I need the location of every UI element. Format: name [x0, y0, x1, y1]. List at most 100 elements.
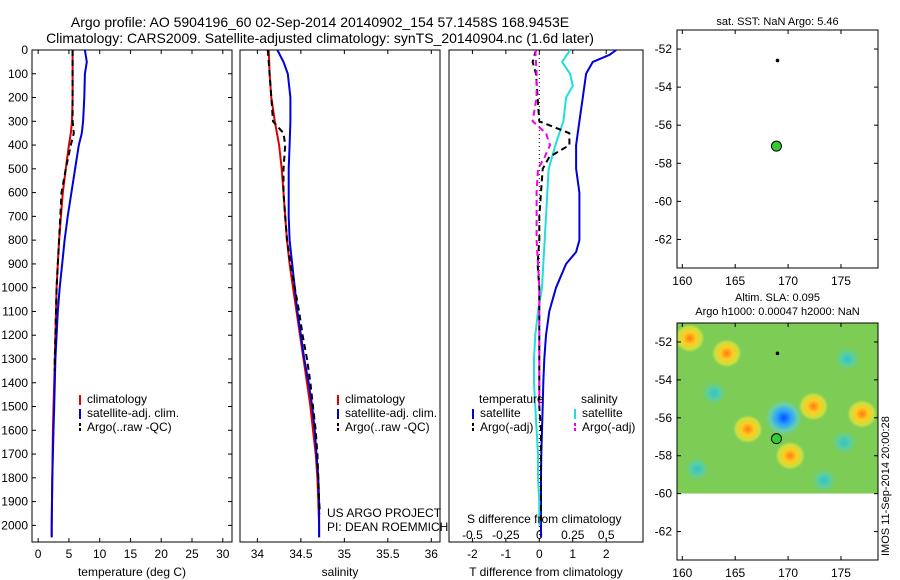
x-tick-label: 36 — [425, 547, 439, 561]
series-line-temperature-0 — [50, 50, 74, 538]
y-tick-label: -62 — [655, 232, 673, 246]
sst-float-marker-dot — [775, 58, 780, 63]
sla-anomaly-blob — [683, 455, 712, 483]
temperature-diff-axis-label: T difference from climatology — [469, 565, 623, 579]
x-tick-label: 35 — [338, 547, 352, 561]
salinity-diff-tick-label: -0.5 — [462, 528, 483, 542]
salinity-diff-tick-label: 0.25 — [561, 528, 585, 542]
y-tick-label: 1400 — [1, 376, 28, 390]
temperature-panel-frame — [31, 49, 233, 543]
x-tick-label: 170 — [778, 566, 798, 580]
y-tick-label: 1000 — [1, 281, 28, 295]
series-line-salinity-0 — [267, 49, 321, 538]
y-tick-label: 500 — [8, 162, 28, 176]
temperature-legend-label: climatology — [87, 392, 147, 406]
y-tick-label: -62 — [655, 525, 673, 539]
sla-field — [677, 323, 878, 494]
x-tick-label: 160 — [672, 566, 692, 580]
y-tick-label: 1200 — [1, 328, 28, 342]
x-tick-label: 20 — [155, 547, 169, 561]
pi-annotation: PI: DEAN ROEMMICH — [327, 520, 448, 534]
series-line-salinity-1 — [276, 49, 321, 538]
y-tick-label: -56 — [655, 411, 673, 425]
difference-legend-header-salinity: salinity — [581, 392, 618, 406]
x-tick-label: 34.5 — [289, 547, 313, 561]
x-tick-label: 5 — [66, 547, 73, 561]
sla-map-frame — [676, 322, 879, 561]
x-tick-label: 175 — [831, 274, 851, 288]
salinity-x-axis-label: salinity — [322, 565, 359, 579]
sla-anomaly-blob — [731, 413, 764, 445]
sla-anomaly-blob — [810, 467, 839, 494]
series-line-salinity-2 — [266, 49, 321, 514]
y-tick-label: -54 — [655, 373, 673, 387]
figure-title-line-2: Climatology: CARS2009. Satellite-adjuste… — [46, 30, 594, 46]
salinity-legend-label: climatology — [345, 392, 405, 406]
y-tick-label: -58 — [655, 449, 673, 463]
difference-legend-header-temperature: temperature — [479, 392, 544, 406]
sla-profile-location-marker — [770, 433, 782, 445]
y-tick-label: -54 — [655, 80, 673, 94]
x-tick-label: -1 — [501, 547, 512, 561]
x-tick-label: 175 — [831, 566, 851, 580]
temperature-legend-label: Argo(..raw -QC) — [87, 420, 172, 434]
y-tick-label: 200 — [8, 91, 28, 105]
sla-map-title: Altim. SLA: 0.095 — [735, 292, 820, 304]
x-tick-label: 0 — [35, 547, 42, 561]
y-tick-label: 600 — [8, 186, 28, 200]
y-tick-label: 1300 — [1, 352, 28, 366]
y-tick-label: 700 — [8, 209, 28, 223]
sla-float-marker-dot — [775, 351, 780, 356]
difference-legend-label: Argo(-adj) — [480, 420, 533, 434]
series-line-difference-salinity-1 — [533, 49, 574, 526]
sst-profile-location-marker — [770, 140, 782, 152]
y-tick-label: 1500 — [1, 400, 28, 414]
y-tick-label: -60 — [655, 194, 673, 208]
series-line-difference-salinity-3 — [531, 49, 551, 407]
difference-legend-label: Argo(-adj) — [582, 420, 635, 434]
x-tick-label: 165 — [725, 566, 745, 580]
y-tick-label: -52 — [655, 42, 673, 56]
sla-anomaly-blob — [797, 391, 830, 422]
y-tick-label: 0 — [21, 43, 28, 57]
y-tick-label: -58 — [655, 156, 673, 170]
sla-anomaly-blob — [763, 398, 804, 437]
x-tick-label: 35.5 — [376, 547, 400, 561]
y-tick-label: 800 — [8, 233, 28, 247]
difference-panel-frame — [448, 49, 644, 543]
y-tick-label: 300 — [8, 114, 28, 128]
salinity-legend-label: Argo(..raw -QC) — [345, 420, 430, 434]
sla-map-subtitle: Argo h1000: 0.00047 h2000: NaN — [695, 306, 860, 318]
y-tick-label: 1600 — [1, 423, 28, 437]
sla-anomaly-blob — [830, 429, 859, 456]
x-tick-label: 10 — [93, 547, 107, 561]
x-tick-label: 165 — [725, 274, 745, 288]
y-tick-label: 1700 — [1, 447, 28, 461]
sla-anomaly-blob — [710, 338, 743, 369]
sla-anomaly-blob — [833, 345, 862, 373]
series-line-temperature-1 — [50, 49, 88, 538]
x-tick-label: 30 — [216, 547, 230, 561]
x-tick-label: 34 — [251, 547, 265, 561]
y-tick-label: 400 — [8, 138, 28, 152]
series-line-temperature-2 — [53, 50, 75, 371]
x-tick-label: 1 — [569, 547, 576, 561]
sla-anomaly-blob — [846, 398, 878, 430]
sla-anomaly-blob — [677, 323, 706, 354]
y-tick-label: 2000 — [1, 518, 28, 532]
timestamp-stamp: IMOS 11-Sep-2014 20:00:28 — [880, 416, 892, 556]
sla-anomaly-blob — [700, 379, 729, 407]
y-tick-label: 900 — [8, 257, 28, 271]
y-tick-label: -56 — [655, 118, 673, 132]
x-tick-label: 25 — [185, 547, 199, 561]
y-tick-label: -60 — [655, 487, 673, 501]
x-tick-label: 15 — [124, 547, 138, 561]
y-tick-label: 1800 — [1, 471, 28, 485]
salinity-diff-tick-label: 0 — [536, 528, 543, 542]
salinity-panel-frame — [239, 49, 441, 543]
y-tick-label: -52 — [655, 335, 673, 349]
y-tick-label: 100 — [8, 67, 28, 81]
series-line-difference-temperature-0 — [540, 49, 617, 538]
temperature-legend-label: satellite-adj. clim. — [87, 406, 179, 420]
